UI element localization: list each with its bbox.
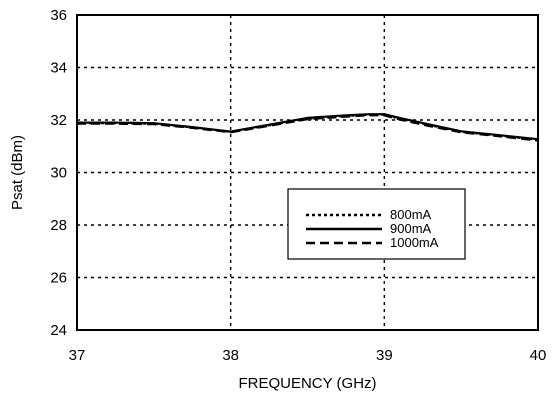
y-tick-label: 36 bbox=[50, 7, 67, 24]
y-tick-label: 30 bbox=[50, 165, 67, 182]
x-axis-title: FREQUENCY (GHz) bbox=[238, 375, 376, 392]
tick-labels: 37 38 39 40 24 26 28 30 32 34 36 bbox=[50, 7, 546, 364]
legend-label: 1000mA bbox=[390, 235, 439, 250]
plot-frame bbox=[76, 14, 539, 331]
x-tick-label: 40 bbox=[530, 347, 547, 364]
x-tick-label: 39 bbox=[376, 347, 393, 364]
legend-box bbox=[287, 188, 466, 260]
x-tick-label: 37 bbox=[69, 347, 86, 364]
series-lines bbox=[77, 113, 539, 142]
y-tick-label: 28 bbox=[50, 217, 67, 234]
y-tick-label: 26 bbox=[50, 270, 67, 287]
series-line-1000ma bbox=[77, 114, 539, 142]
x-tick-label: 38 bbox=[222, 347, 239, 364]
y-tick-label: 24 bbox=[50, 322, 67, 339]
y-axis-title: Psat (dBm) bbox=[9, 135, 26, 210]
y-tick-label: 32 bbox=[50, 112, 67, 129]
series-line-900ma bbox=[77, 113, 539, 141]
legend-label: 900mA bbox=[390, 221, 432, 236]
legend-label: 800mA bbox=[390, 207, 432, 222]
grid-lines bbox=[77, 15, 538, 330]
y-tick-label: 34 bbox=[50, 60, 67, 77]
